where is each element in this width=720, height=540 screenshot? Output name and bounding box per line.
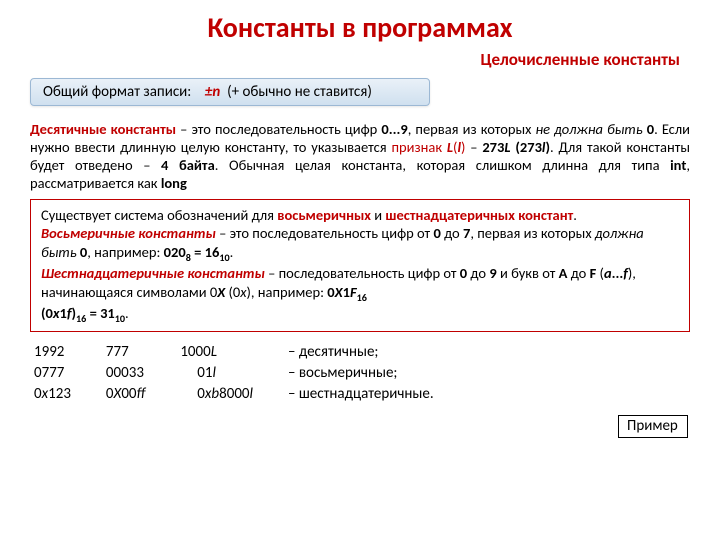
t: , например: — [87, 243, 163, 261]
t: 777 — [106, 342, 180, 363]
t: 0 — [327, 283, 334, 301]
t: ... — [612, 264, 624, 282]
t: L — [211, 343, 217, 361]
t: 9 — [489, 264, 496, 282]
t: 0...9 — [381, 120, 407, 138]
t: 1 — [60, 304, 67, 322]
t: и букв от — [497, 264, 559, 282]
t: шестнадцатеричных констант — [385, 206, 573, 224]
t: 1 — [343, 283, 350, 301]
examples-block: 1992 777 1000L – десятичные; 0777 00033 … — [30, 336, 690, 411]
t: 4 байта — [161, 156, 215, 174]
table-row: 1992 777 1000L – десятичные; — [34, 342, 469, 363]
t: до — [467, 264, 489, 282]
t: int — [670, 156, 686, 174]
t: – десятичные; — [288, 342, 469, 363]
t: 1000 — [180, 343, 210, 361]
t: , первая из которых — [470, 224, 595, 242]
t: 00 — [121, 385, 136, 403]
format-n: ±n — [205, 83, 220, 101]
t: = 31 — [86, 304, 114, 322]
t: не должна быть — [536, 120, 643, 138]
format-note: (+ обычно не ставится) — [227, 83, 372, 101]
t: – последовательность цифр от — [265, 264, 460, 282]
t: признак — [391, 138, 446, 156]
t: – это последовательность цифр от — [216, 224, 434, 242]
t: ff — [137, 385, 146, 403]
t: (0 — [41, 304, 53, 322]
t: – — [465, 138, 482, 156]
t: восьмеричных — [277, 206, 371, 224]
t: – шестнадцатеричные. — [288, 384, 469, 405]
t: xb — [205, 385, 219, 403]
octal-hex-block: Существует система обозначений для восьм… — [30, 199, 690, 333]
decimal-block: Десятичные константы – это последователь… — [30, 120, 690, 193]
example-label: Пример — [618, 415, 688, 438]
t: . Обычная целая константа, которая слишк… — [215, 156, 670, 174]
t: 0 — [106, 385, 114, 403]
t: Десятичные константы — [30, 120, 176, 138]
t: l — [250, 385, 253, 403]
t: (273 — [511, 138, 542, 156]
t: . — [125, 304, 129, 322]
t: l — [213, 364, 216, 382]
t: Восьмеричные константы — [41, 224, 216, 242]
t: 0777 — [34, 363, 106, 384]
t: a — [604, 264, 612, 282]
format-box: Общий формат записи: ±n (+ обычно не ста… — [30, 78, 430, 106]
t: 020 — [164, 243, 186, 261]
t: 0 — [34, 385, 42, 403]
t: F — [350, 283, 357, 301]
t: – восьмеричные; — [288, 363, 469, 384]
t: 123 — [48, 385, 71, 403]
t: 0 — [433, 224, 440, 242]
t: – это последовательность цифр — [176, 120, 381, 138]
t: Х — [217, 283, 225, 301]
t: . — [230, 243, 234, 261]
t: 00033 — [106, 363, 180, 384]
page-subtitle: Целочисленные константы — [30, 49, 690, 70]
t: 273 — [482, 138, 504, 156]
t: Существует система обозначений для — [41, 206, 277, 224]
t: = 16 — [191, 243, 219, 261]
table-row: 0x123 0X00ff 0xb8000l – шестнадцатеричны… — [34, 384, 469, 405]
t: ), например: — [247, 283, 328, 301]
t: 8000 — [219, 385, 249, 403]
t: и — [371, 206, 385, 224]
t: 0 — [77, 243, 88, 261]
t: до — [567, 264, 589, 282]
t: 0 — [643, 120, 654, 138]
table-row: 0777 00033 01l – восьмеричные; — [34, 363, 469, 384]
t: , первая из которых — [408, 120, 536, 138]
page-title: Константы в программах — [30, 10, 690, 45]
t: long — [161, 174, 187, 192]
t: . — [573, 206, 577, 224]
t: 16 — [76, 312, 86, 325]
t: 1992 — [34, 342, 106, 363]
t: 01 — [197, 364, 212, 382]
t: Шестнадцатеричные константы — [41, 264, 265, 282]
t: 16 — [357, 291, 367, 304]
format-label: Общий формат записи: — [43, 83, 191, 101]
t: х — [53, 304, 60, 322]
t: Х — [335, 283, 343, 301]
t: 10 — [219, 251, 229, 264]
t: ( — [596, 264, 604, 282]
t: 0 — [197, 385, 205, 403]
t: (0 — [225, 283, 240, 301]
t: до — [441, 224, 463, 242]
t: 10 — [115, 312, 125, 325]
